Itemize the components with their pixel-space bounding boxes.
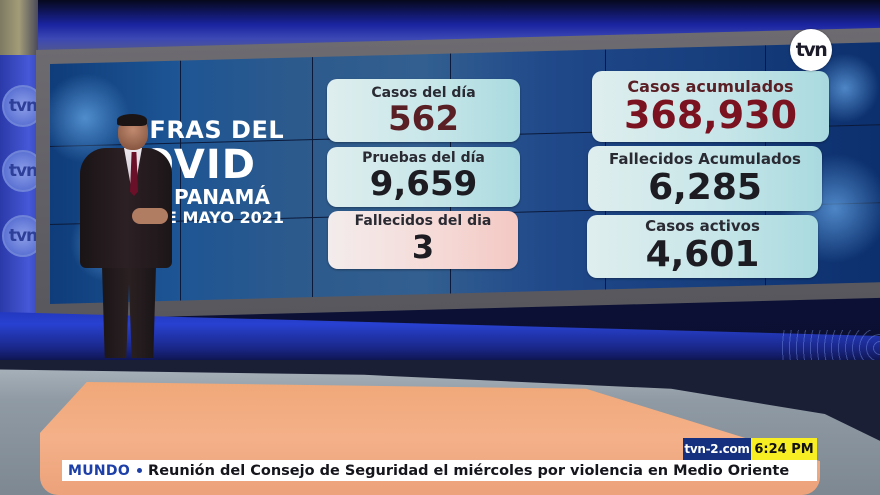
cumulative-cases-card: Casos acumulados 368,930 <box>592 71 829 142</box>
daily-tests-value: 9,659 <box>369 164 478 204</box>
screen-seam <box>312 57 313 298</box>
ticker-category: MUNDO <box>68 462 131 479</box>
anchor-hands <box>132 208 168 224</box>
daily-deaths-card: Fallecidos del dia 3 <box>328 211 518 269</box>
daily-cases-card: Casos del día 562 <box>327 79 520 142</box>
anchor-legs <box>102 266 156 358</box>
daily-deaths-label: Fallecidos del dia <box>354 213 492 229</box>
studio-pillar-top <box>0 0 38 60</box>
tvn-logo-icon: tvn <box>790 29 832 71</box>
cumulative-deaths-value: 6,285 <box>648 167 762 208</box>
website-badge: tvn-2.com <box>683 438 751 460</box>
ticker-headline: Reunión del Consejo de Seguridad el miér… <box>148 462 790 479</box>
anchor-tie <box>130 152 138 196</box>
cumulative-deaths-card: Fallecidos Acumulados 6,285 <box>588 146 822 211</box>
title-line-1: IFRAS DEL <box>140 116 285 144</box>
covid-figures-title: IFRAS DEL OVID PANAMÁ E MAYO 2021 <box>140 118 284 226</box>
daily-deaths-value: 3 <box>411 228 435 266</box>
cumulative-deaths-label: Fallecidos Acumulados <box>609 150 801 168</box>
cumulative-cases-value: 368,930 <box>623 93 798 137</box>
daily-cases-label: Casos del día <box>371 85 476 101</box>
active-cases-label: Casos activos <box>645 217 760 235</box>
daily-tests-label: Pruebas del día <box>362 150 485 166</box>
anchor-hair <box>117 114 147 126</box>
clock-badge: 6:24 PM <box>751 438 817 460</box>
active-cases-value: 4,601 <box>645 234 760 275</box>
news-ticker: MUNDO Reunión del Consejo de Seguridad e… <box>62 460 817 481</box>
title-line-4: E MAYO 2021 <box>166 208 284 227</box>
daily-cases-value: 562 <box>388 99 459 139</box>
title-line-3: PANAMÁ <box>174 185 270 209</box>
daily-tests-card: Pruebas del día 9,659 <box>327 147 520 207</box>
bullet-icon <box>137 468 143 473</box>
active-cases-card: Casos activos 4,601 <box>587 215 818 278</box>
news-anchor <box>80 114 175 361</box>
cumulative-cases-label: Casos acumulados <box>627 77 794 96</box>
